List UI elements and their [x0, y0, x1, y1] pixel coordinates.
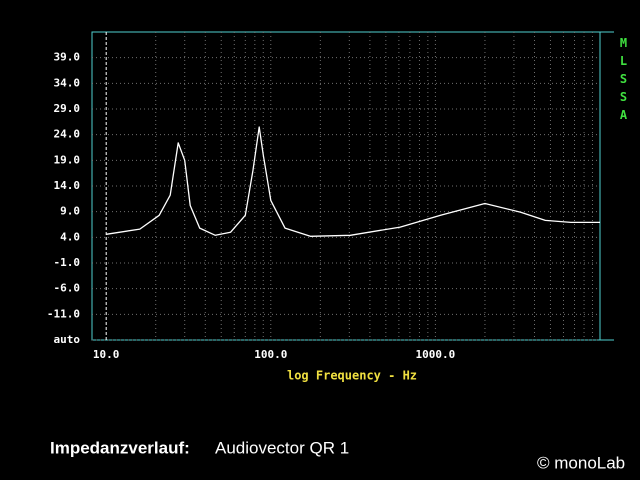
y-tick-label: 4.0	[60, 230, 80, 243]
y-tick-label: -11.0	[47, 307, 80, 320]
y-tick-label: 9.0	[60, 205, 80, 218]
credit: © monoLab	[537, 453, 625, 472]
caption-text: Audiovector QR 1	[215, 438, 349, 457]
caption-label: Impedanzverlauf:	[50, 438, 190, 457]
x-tick-label: 1000.0	[416, 348, 456, 361]
x-tick-label: 10.0	[93, 348, 120, 361]
side-label: MLSSA	[617, 36, 631, 126]
y-tick-label: 24.0	[54, 128, 81, 141]
y-tick-label: auto	[54, 333, 81, 346]
y-tick-label: -6.0	[54, 282, 81, 295]
y-tick-label: 34.0	[54, 76, 81, 89]
y-tick-label: 29.0	[54, 102, 81, 115]
x-tick-label: 100.0	[254, 348, 287, 361]
x-axis-label: log Frequency - Hz	[287, 369, 417, 383]
y-tick-label: 14.0	[54, 179, 81, 192]
impedance-curve	[106, 126, 600, 237]
y-tick-label: -1.0	[54, 256, 81, 269]
y-tick-label: 19.0	[54, 153, 81, 166]
y-tick-label: 39.0	[54, 51, 81, 64]
